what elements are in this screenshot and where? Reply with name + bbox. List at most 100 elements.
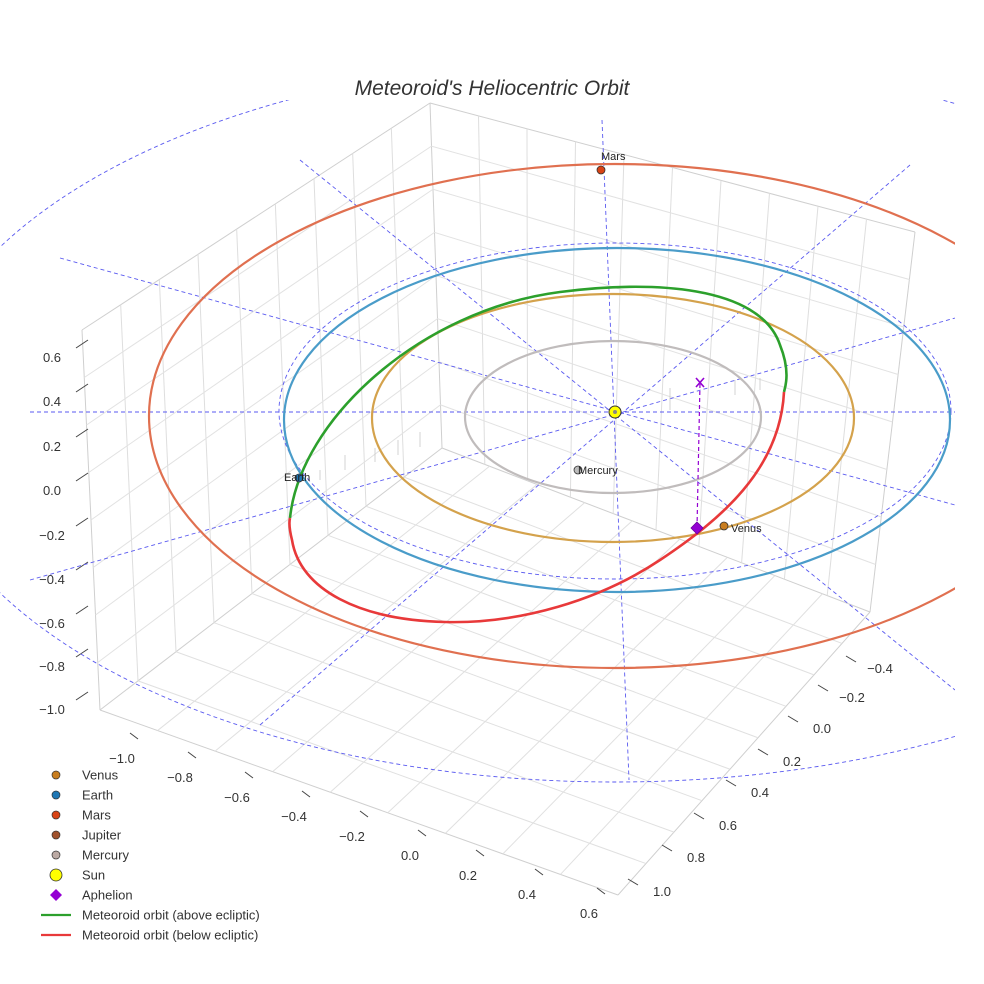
grid-line: [560, 593, 823, 875]
grid-line: [92, 318, 888, 568]
x-tick-label: 0.6: [580, 906, 598, 921]
pane-edge: [99, 709, 619, 896]
y-tick-label: −0.2: [839, 690, 865, 705]
planet-label-mercury: Mercury: [578, 465, 618, 477]
grid-line: [90, 274, 893, 521]
y-tick-mark: [725, 779, 737, 787]
planet-earth: [294, 473, 304, 483]
planet-venus: [719, 521, 729, 531]
x-tick-label: 0.0: [401, 848, 419, 863]
x-tick-mark: [475, 849, 485, 857]
legend-label: Jupiter: [82, 828, 122, 843]
legend-label: Meteoroid orbit (above ecliptic): [82, 908, 260, 923]
y-tick-mark: [817, 684, 829, 692]
z-tick-mark: [75, 517, 89, 527]
grid-line: [214, 484, 538, 752]
planet-mars: [596, 165, 606, 175]
ecliptic-spoke: [259, 164, 911, 726]
y-tick-label: 0.0: [813, 721, 831, 736]
grid-line: [251, 593, 731, 770]
z-tick-mark: [75, 383, 89, 393]
sun-core: [613, 410, 617, 414]
ecliptic-ring: [0, 100, 955, 783]
z-tick-mark: [75, 472, 89, 482]
x-tick-mark: [129, 732, 139, 740]
grid-line: [289, 563, 759, 739]
y-tick-label: 0.4: [751, 785, 769, 800]
legend-marker: [51, 810, 61, 820]
grid-line: [95, 361, 882, 616]
bodies: Venus Earth Mars Mercury: [284, 151, 762, 535]
x-tick-label: 0.4: [518, 887, 536, 902]
pane-edge: [81, 102, 431, 331]
planet-mercury: [573, 465, 583, 475]
x-tick-mark: [187, 751, 197, 759]
y-tick-label: 0.2: [783, 754, 801, 769]
grid-line: [157, 465, 490, 731]
axis-ticks: 0.60.40.20.0−0.2−0.4−0.6−0.8−1.0−1.0−0.8…: [39, 339, 893, 921]
aphelion-marker: [690, 521, 704, 535]
meteoroid-orbit-above: [288, 285, 788, 519]
y-tick-mark: [845, 655, 857, 663]
x-tick-label: 0.2: [459, 868, 477, 883]
x-tick-mark: [301, 790, 311, 798]
z-tick-label: −1.0: [39, 702, 65, 717]
y-tick-mark: [757, 748, 769, 756]
axis-panes: [81, 102, 916, 896]
z-tick-mark: [75, 605, 89, 615]
z-tick-mark: [75, 648, 89, 658]
legend-marker: [51, 830, 61, 840]
y-tick-label: 0.8: [687, 850, 705, 865]
grid-line: [403, 476, 843, 644]
grid-line: [175, 651, 675, 833]
grid-lines: [83, 115, 910, 875]
z-tick-label: 0.4: [43, 394, 61, 409]
legend-marker: [51, 770, 61, 780]
y-tick-label: 1.0: [653, 884, 671, 899]
orbit-mars: [148, 162, 955, 670]
ecliptic-spoke: [59, 257, 955, 506]
planet-label-earth: Earth: [284, 472, 310, 484]
y-tick-mark: [627, 878, 639, 886]
ecliptic-spoke: [299, 159, 955, 691]
y-tick-mark: [661, 844, 673, 852]
z-tick-mark: [75, 691, 89, 701]
grid-line: [88, 231, 899, 473]
grid-line: [213, 622, 703, 802]
grid-line: [86, 188, 904, 426]
z-tick-label: 0.6: [43, 350, 61, 365]
x-tick-mark: [359, 810, 369, 818]
pane-edge: [617, 611, 871, 896]
grid-line: [97, 404, 876, 663]
legend-label: Mercury: [82, 848, 129, 863]
legend-marker: [49, 868, 63, 882]
z-tick-label: 0.0: [43, 483, 61, 498]
y-tick-label: 0.6: [719, 818, 737, 833]
y-tick-label: −0.4: [867, 661, 893, 676]
x-tick-mark: [596, 887, 606, 895]
grid-line: [444, 556, 728, 834]
x-tick-mark: [244, 771, 254, 779]
legend-marker: [51, 850, 61, 860]
y-tick-mark: [787, 715, 799, 723]
legend-label: Sun: [82, 868, 105, 883]
x-tick-label: −1.0: [109, 751, 135, 766]
legend-marker: [51, 790, 61, 800]
z-tick-label: −0.8: [39, 659, 65, 674]
ecliptic-spoke: [601, 119, 630, 781]
x-tick-label: −0.2: [339, 829, 365, 844]
x-tick-label: −0.6: [224, 790, 250, 805]
grid-line: [502, 575, 776, 855]
legend-label: Mars: [82, 808, 111, 823]
x-tick-mark: [534, 868, 544, 876]
z-tick-label: −0.2: [39, 528, 65, 543]
x-tick-label: −0.8: [167, 770, 193, 785]
z-tick-label: −0.4: [39, 572, 65, 587]
planet-label-mars: Mars: [601, 151, 626, 163]
legend-label: Meteoroid orbit (below ecliptic): [82, 928, 258, 943]
chart-title: Meteoroid's Heliocentric Orbit: [355, 77, 631, 100]
z-tick-mark: [75, 561, 89, 571]
ecliptic-spoke: [29, 317, 955, 581]
ecliptic-ring: [278, 242, 952, 580]
legend-label: Aphelion: [82, 888, 133, 903]
